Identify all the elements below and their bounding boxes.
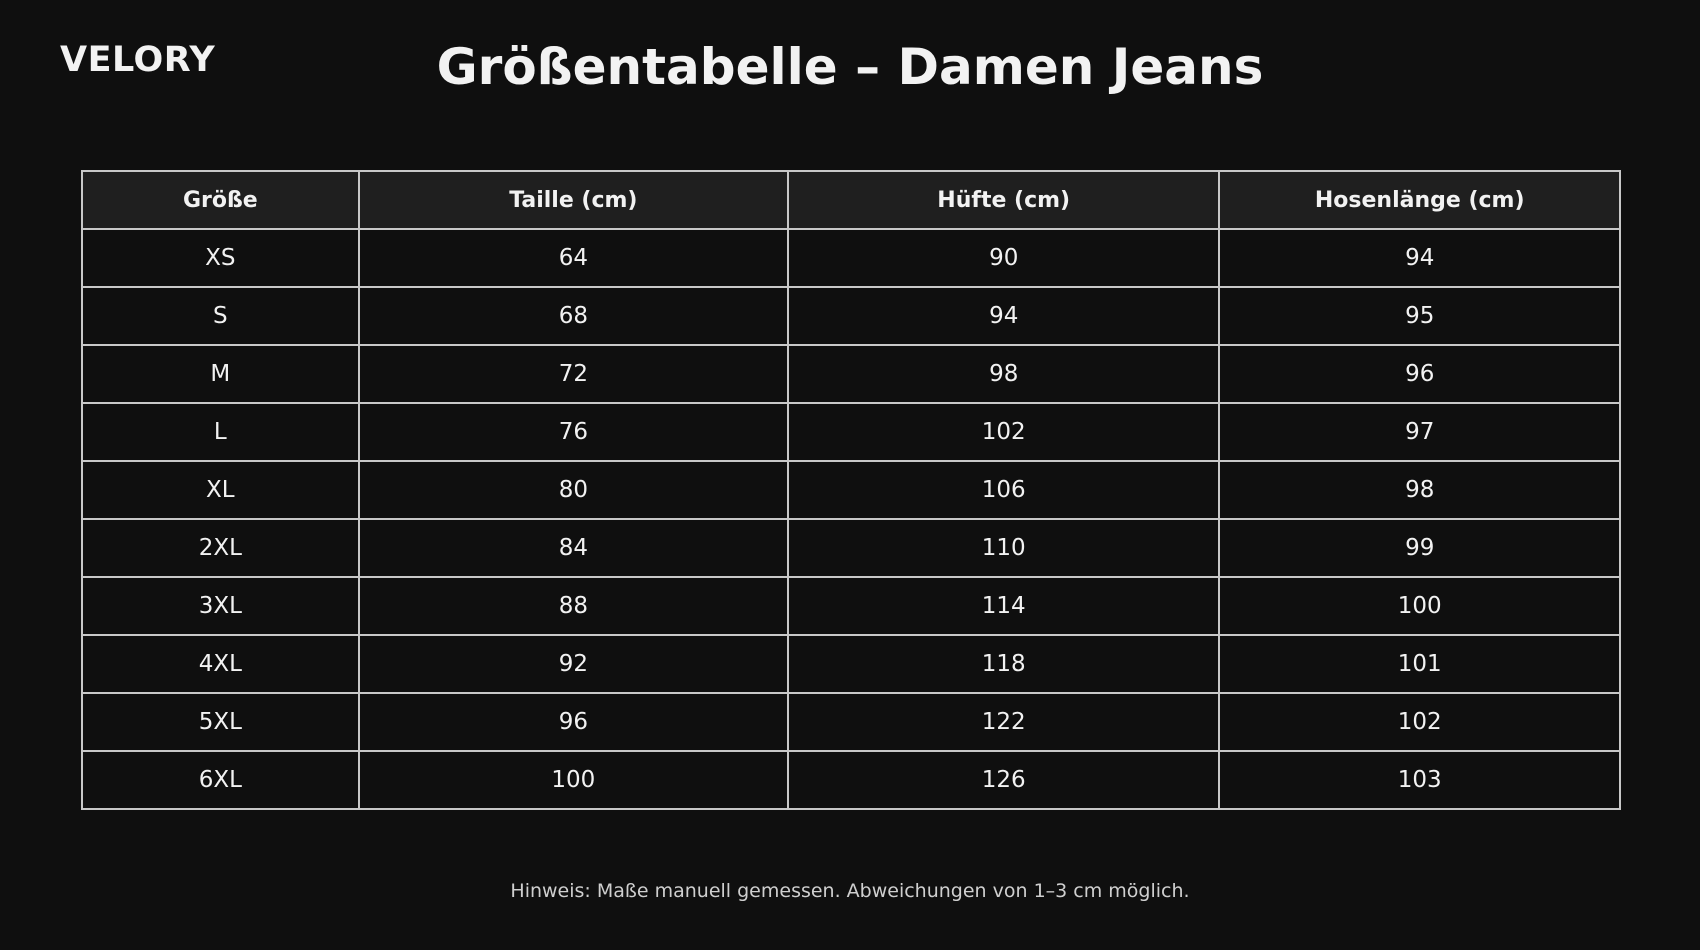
table-cell: XL [81,460,360,520]
table-cell: 110 [787,518,1221,578]
table-cell: 100 [1218,576,1621,636]
table-row: L 76 102 97 [81,402,1621,462]
table-cell: 96 [357,692,790,752]
table-cell: 101 [1218,634,1621,694]
table-cell: 100 [357,750,790,810]
column-header: Hüfte (cm) [787,170,1221,230]
table-cell: 64 [357,228,790,288]
table-row: XS 64 90 94 [81,228,1621,288]
size-table: Größe Taille (cm) Hüfte (cm) Hosenlänge (cm… [81,170,1621,810]
table-cell: 90 [787,228,1221,288]
table-cell: 118 [787,634,1221,694]
table-cell: 80 [357,460,790,520]
table-cell: 98 [787,344,1221,404]
page-title: Größentabelle – Damen Jeans [436,38,1264,96]
table-cell: 94 [787,286,1221,346]
table-cell: XS [81,228,360,288]
table-row: XL 80 106 98 [81,460,1621,520]
column-header: Hosenlänge (cm) [1218,170,1621,230]
table-cell: 106 [787,460,1221,520]
table-cell: 6XL [81,750,360,810]
column-header: Größe [81,170,360,230]
table-cell: 96 [1218,344,1621,404]
table-cell: 5XL [81,692,360,752]
table-cell: 94 [1218,228,1621,288]
table-row: 2XL 84 110 99 [81,518,1621,578]
measurement-note: Hinweis: Maße manuell gemessen. Abweichu… [510,880,1190,902]
table-cell: 76 [357,402,790,462]
brand-logo: VELORY [60,40,216,80]
table-cell: 102 [787,402,1221,462]
table-cell: 3XL [81,576,360,636]
table-cell: 84 [357,518,790,578]
table-cell: 72 [357,344,790,404]
table-header-row: Größe Taille (cm) Hüfte (cm) Hosenlänge (cm… [81,170,1621,230]
table-cell: 99 [1218,518,1621,578]
table-cell: 4XL [81,634,360,694]
table-cell: 98 [1218,460,1621,520]
table-row: 3XL 88 114 100 [81,576,1621,636]
table-cell: 95 [1218,286,1621,346]
table-cell: 126 [787,750,1221,810]
table-cell: S [81,286,360,346]
table-cell: 122 [787,692,1221,752]
table-cell: 92 [357,634,790,694]
table-row: M 72 98 96 [81,344,1621,404]
table-row: 4XL 92 118 101 [81,634,1621,694]
table-cell: 2XL [81,518,360,578]
column-header: Taille (cm) [357,170,790,230]
table-cell: 103 [1218,750,1621,810]
table-cell: 88 [357,576,790,636]
table-cell: 97 [1218,402,1621,462]
table-row: 6XL 100 126 103 [81,750,1621,810]
table-cell: 102 [1218,692,1621,752]
table-row: 5XL 96 122 102 [81,692,1621,752]
table-cell: 114 [787,576,1221,636]
table-cell: 68 [357,286,790,346]
table-cell: L [81,402,360,462]
table-row: S 68 94 95 [81,286,1621,346]
table-cell: M [81,344,360,404]
